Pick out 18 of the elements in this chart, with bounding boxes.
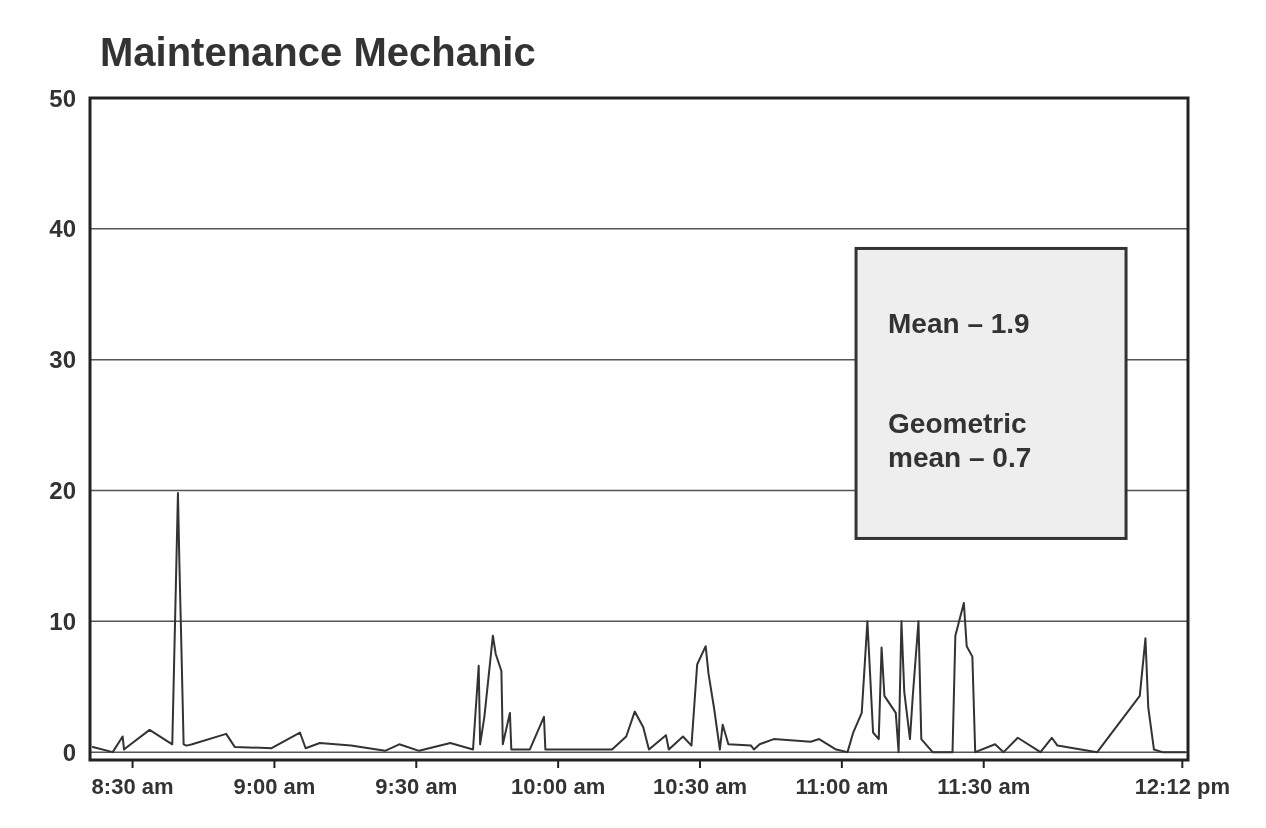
- chart-title: Maintenance Mechanic: [100, 30, 536, 74]
- y-tick-label: 50: [49, 84, 76, 112]
- x-tick-label: 10:00 am: [511, 774, 606, 799]
- y-tick-label: 30: [49, 346, 76, 374]
- x-tick-label: 11:30 am: [937, 774, 1031, 799]
- line-series: [91, 492, 1187, 754]
- x-tick-label: 8:30 am: [91, 774, 174, 799]
- y-tick-label: 20: [49, 476, 76, 504]
- annotation: Geometric mean – 0.7: [888, 408, 1032, 474]
- y-tick-label: 10: [49, 607, 76, 635]
- y-tick-label: 40: [49, 215, 76, 243]
- x-tick-label: 11:00 am: [795, 774, 889, 799]
- x-tick-label: 12:12 pm: [1134, 774, 1231, 799]
- x-tick-label: 9:00 am: [233, 774, 316, 799]
- x-tick-label: 10:30 am: [652, 774, 748, 799]
- x-tick-label: 9:30 am: [375, 774, 458, 799]
- annotation: Mean – 1.9: [888, 308, 1030, 340]
- y-tick-label: 0: [62, 738, 76, 766]
